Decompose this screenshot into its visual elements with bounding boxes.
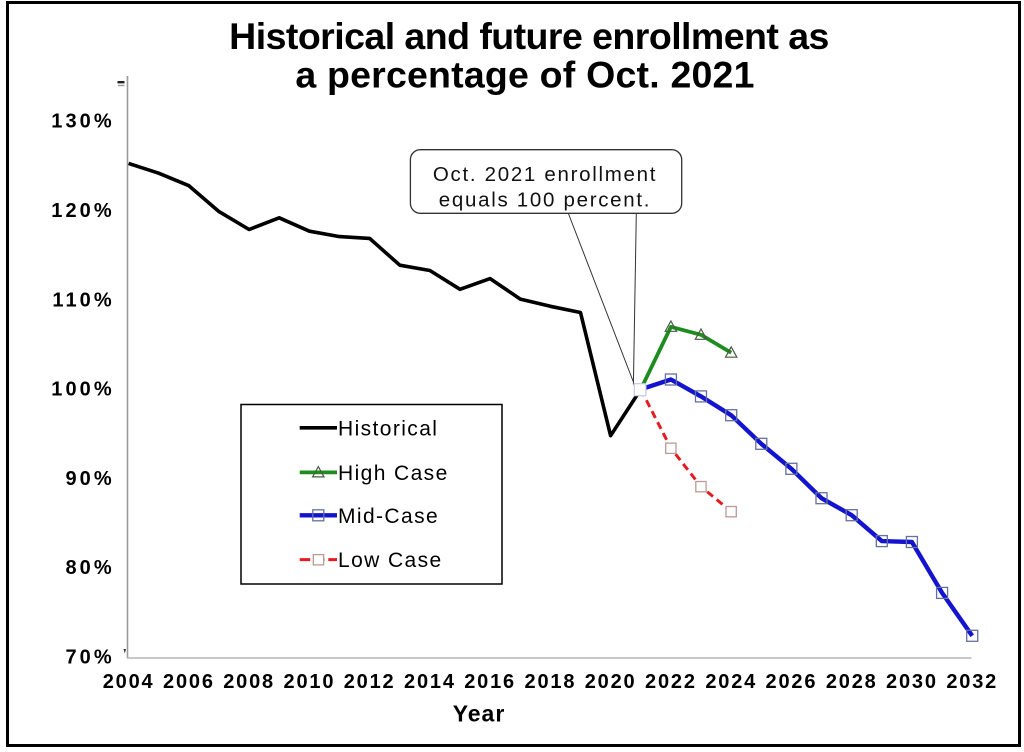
svg-text:Oct. 2021 enrollment: Oct. 2021 enrollment xyxy=(433,163,657,186)
svg-text:2028: 2028 xyxy=(826,671,878,693)
svg-text:equals 100 percent.: equals 100 percent. xyxy=(439,189,651,212)
svg-text:90%: 90% xyxy=(65,468,114,490)
svg-text:2018: 2018 xyxy=(525,671,577,693)
svg-text:a percentage of Oct. 2021: a percentage of Oct. 2021 xyxy=(295,54,754,96)
svg-text:2032: 2032 xyxy=(946,671,998,693)
svg-text:2006: 2006 xyxy=(163,671,215,693)
svg-text:Historical: Historical xyxy=(338,417,438,440)
svg-text:2012: 2012 xyxy=(344,671,396,693)
svg-text:70%: 70% xyxy=(65,647,114,669)
svg-text:2014: 2014 xyxy=(404,671,456,693)
svg-text:Low Case: Low Case xyxy=(338,549,443,572)
svg-text:Year: Year xyxy=(453,701,506,727)
svg-text:Mid-Case: Mid-Case xyxy=(338,505,439,528)
svg-text:130%: 130% xyxy=(51,111,115,133)
svg-text:2016: 2016 xyxy=(464,671,516,693)
svg-text:100%: 100% xyxy=(51,379,115,401)
svg-text:2010: 2010 xyxy=(284,671,336,693)
svg-text:2008: 2008 xyxy=(223,671,275,693)
svg-text:80%: 80% xyxy=(65,557,114,579)
svg-text:2022: 2022 xyxy=(645,671,697,693)
svg-text:Historical and future enrollme: Historical and future enrollment as xyxy=(229,15,829,57)
svg-text:2004: 2004 xyxy=(103,671,155,693)
svg-text:2020: 2020 xyxy=(585,671,637,693)
svg-text:2030: 2030 xyxy=(886,671,938,693)
svg-text:2024: 2024 xyxy=(705,671,757,693)
svg-text:High Case: High Case xyxy=(338,462,449,485)
svg-text:2026: 2026 xyxy=(766,671,818,693)
svg-text:120%: 120% xyxy=(51,200,115,222)
svg-text:110%: 110% xyxy=(52,289,114,311)
